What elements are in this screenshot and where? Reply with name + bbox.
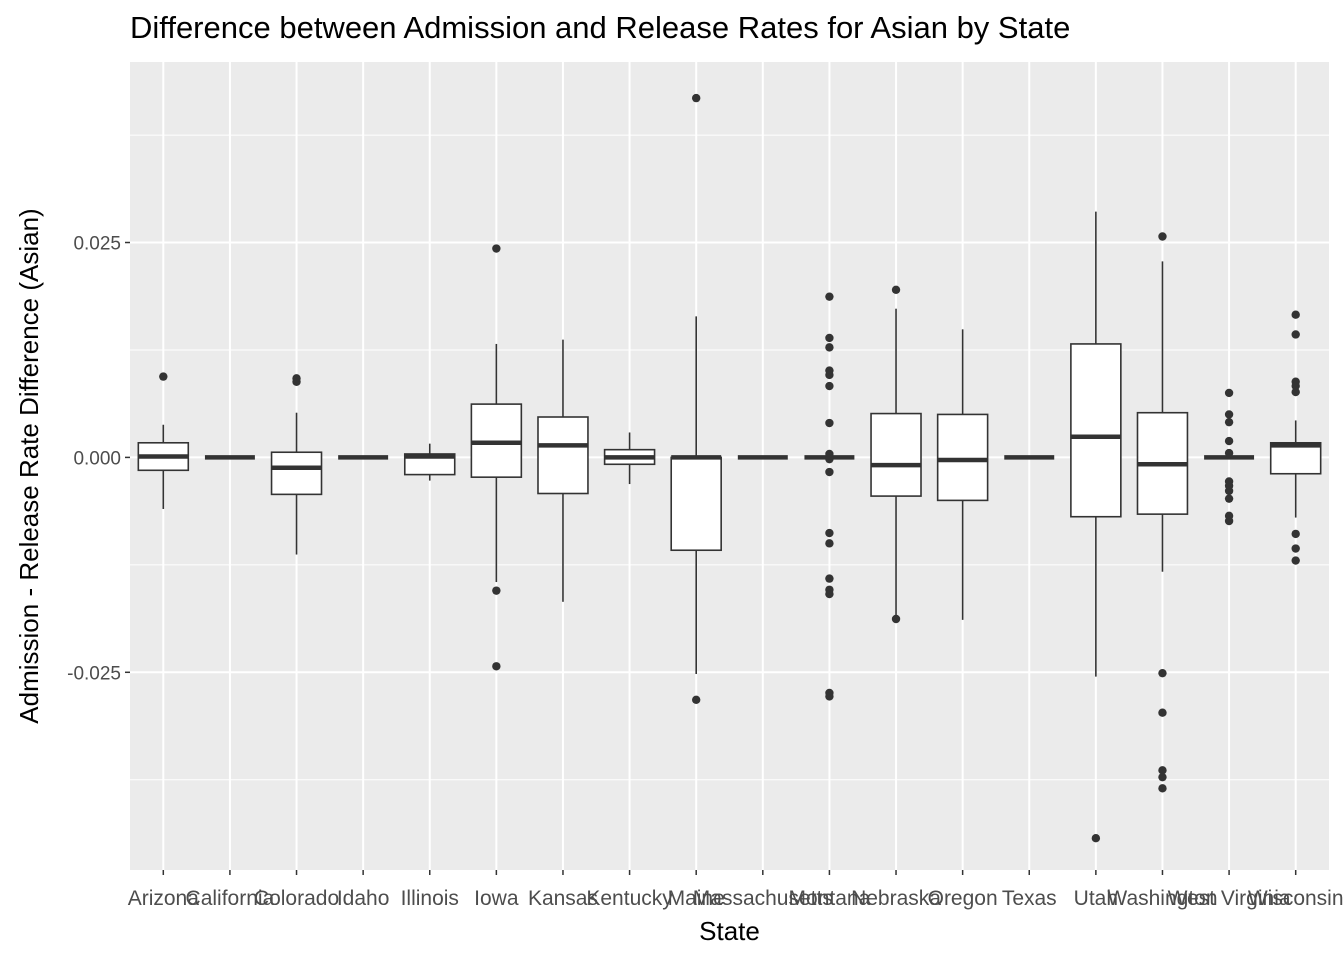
outlier-point [292, 374, 301, 383]
outlier-point [1291, 556, 1300, 565]
boxplot-wisconsin [1269, 310, 1322, 565]
boxplot-kentucky [603, 432, 656, 485]
boxplot-nebraska [870, 285, 922, 624]
x-tick-label: Wisconsin [1248, 887, 1344, 910]
outlier-point [825, 333, 834, 343]
outlier-point [1291, 381, 1300, 391]
y-tick-label: 0.025 [73, 234, 121, 255]
outlier-point [1224, 494, 1234, 503]
outlier-point [825, 467, 834, 477]
x-tick-label: Illinois [401, 887, 459, 910]
outlier-point [825, 292, 834, 301]
outlier-point [1158, 784, 1167, 793]
boxplot-colorado [270, 374, 323, 555]
outlier-point [1291, 529, 1300, 539]
x-tick-label: Maine [668, 887, 725, 910]
y-axis-ticks: 0.025 0.000 -0.025 [67, 234, 130, 684]
outlier-point [825, 343, 834, 352]
outlier-point [691, 93, 701, 103]
outlier-point [1291, 387, 1300, 397]
outlier-point [825, 692, 834, 701]
x-tick-label: Kentucky [586, 887, 673, 910]
x-tick-label: Montana [789, 887, 871, 910]
outlier-point [1158, 766, 1167, 775]
outlier-point [825, 418, 834, 428]
outlier-point [825, 381, 834, 391]
outlier-point [691, 695, 701, 705]
box [270, 451, 323, 496]
x-tick-label: Massachusetts [693, 887, 833, 910]
outlier-point [1224, 417, 1234, 427]
outlier-point [825, 454, 834, 464]
x-tick-label: Nebraska [851, 887, 941, 910]
outlier-point [1291, 330, 1300, 339]
outlier-point [825, 539, 834, 548]
y-axis-title: Admission - Release Rate Difference (Asi… [14, 208, 44, 723]
outlier-point [1158, 232, 1167, 241]
outlier-point [492, 586, 501, 595]
outlier-point [1091, 833, 1101, 843]
outlier-point [1224, 436, 1234, 446]
x-tick-label: Iowa [474, 887, 519, 910]
box [403, 453, 456, 476]
outlier-point [1158, 668, 1167, 678]
outlier-point [891, 285, 901, 294]
x-tick-label: Colorado [254, 887, 339, 910]
boxplot-iowa [470, 244, 523, 671]
boxplots [137, 93, 1322, 843]
boxplot-washington [1136, 232, 1189, 793]
box [936, 413, 989, 502]
x-tick-label: Oregon [928, 887, 998, 910]
chart-title: Difference between Admission and Release… [130, 10, 1071, 45]
outlier-point [1224, 516, 1234, 526]
outlier-point [1158, 772, 1167, 782]
outlier-point [1224, 388, 1234, 398]
outlier-point [891, 614, 901, 624]
x-tick-label: Texas [1002, 887, 1057, 910]
outlier-point [1158, 708, 1167, 717]
outlier-point [825, 528, 834, 538]
outlier-point [1291, 310, 1300, 319]
x-axis-title: State [699, 916, 760, 946]
boxplot-oregon [936, 329, 989, 620]
boxplot-arizona [137, 372, 190, 509]
outlier-point [825, 370, 834, 380]
outlier-point [159, 372, 168, 381]
plot-panel [130, 62, 1329, 870]
x-tick-label: Washington [1107, 887, 1217, 910]
x-tick-label: California [186, 887, 275, 910]
box [1070, 343, 1122, 518]
box [670, 456, 722, 552]
box [870, 412, 922, 497]
box [537, 416, 589, 495]
x-tick-label: Utah [1074, 887, 1118, 910]
x-tick-label: West Virginia [1168, 887, 1291, 910]
outlier-point [492, 662, 501, 671]
box [1269, 441, 1322, 475]
boxplot-illinois [403, 443, 456, 481]
x-tick-label: Arizona [128, 887, 200, 910]
boxplot-west-virginia [1204, 388, 1255, 526]
y-tick-label: 0.000 [73, 448, 121, 469]
outlier-point [1224, 486, 1234, 496]
y-tick-label: -0.025 [67, 663, 121, 684]
boxplot-utah [1070, 211, 1122, 843]
x-tick-label: Idaho [337, 887, 390, 910]
x-tick-label: Kansas [528, 887, 598, 910]
outlier-point [1291, 544, 1300, 553]
outlier-point [1224, 448, 1234, 458]
outlier-point [1224, 410, 1234, 419]
boxplot-maine [670, 93, 722, 705]
boxplot-montana [804, 292, 855, 701]
outlier-point [825, 574, 834, 583]
outlier-point [825, 589, 834, 599]
boxplot-kansas [537, 339, 589, 602]
outlier-point [492, 244, 501, 253]
